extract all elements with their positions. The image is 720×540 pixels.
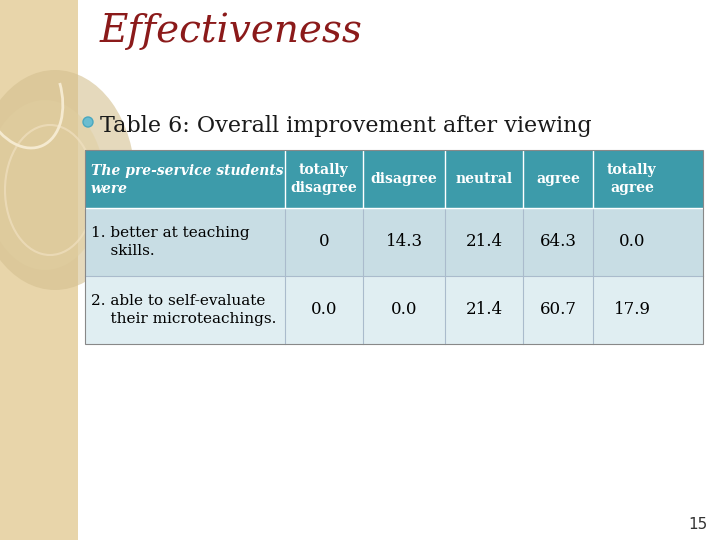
FancyBboxPatch shape <box>0 0 78 540</box>
Ellipse shape <box>0 100 105 270</box>
Text: their microteachings.: their microteachings. <box>91 312 276 326</box>
Text: 0.0: 0.0 <box>391 301 418 319</box>
Text: 64.3: 64.3 <box>539 233 577 251</box>
Text: Effectiveness: Effectiveness <box>100 12 363 50</box>
Text: 14.3: 14.3 <box>385 233 423 251</box>
Text: totally
agree: totally agree <box>607 163 657 194</box>
Text: were: were <box>91 182 128 196</box>
FancyBboxPatch shape <box>85 208 703 276</box>
Text: totally
disagree: totally disagree <box>291 163 357 194</box>
Text: neutral: neutral <box>456 172 513 186</box>
Text: 0: 0 <box>319 233 329 251</box>
Text: 21.4: 21.4 <box>465 233 503 251</box>
Text: disagree: disagree <box>371 172 437 186</box>
Text: 21.4: 21.4 <box>465 301 503 319</box>
FancyBboxPatch shape <box>85 276 703 344</box>
Text: Table 6: Overall improvement after viewing: Table 6: Overall improvement after viewi… <box>100 115 592 137</box>
Text: 2. able to self-evaluate: 2. able to self-evaluate <box>91 294 266 308</box>
Text: 15: 15 <box>689 517 708 532</box>
Circle shape <box>83 117 93 127</box>
Text: skills.: skills. <box>91 244 155 258</box>
Ellipse shape <box>0 70 135 290</box>
Text: 0.0: 0.0 <box>618 233 645 251</box>
Text: 1. better at teaching: 1. better at teaching <box>91 226 250 240</box>
Text: The pre-service students: The pre-service students <box>91 164 284 178</box>
Text: 17.9: 17.9 <box>613 301 650 319</box>
Text: 60.7: 60.7 <box>539 301 577 319</box>
Text: agree: agree <box>536 172 580 186</box>
Text: 0.0: 0.0 <box>311 301 337 319</box>
FancyBboxPatch shape <box>85 150 703 208</box>
